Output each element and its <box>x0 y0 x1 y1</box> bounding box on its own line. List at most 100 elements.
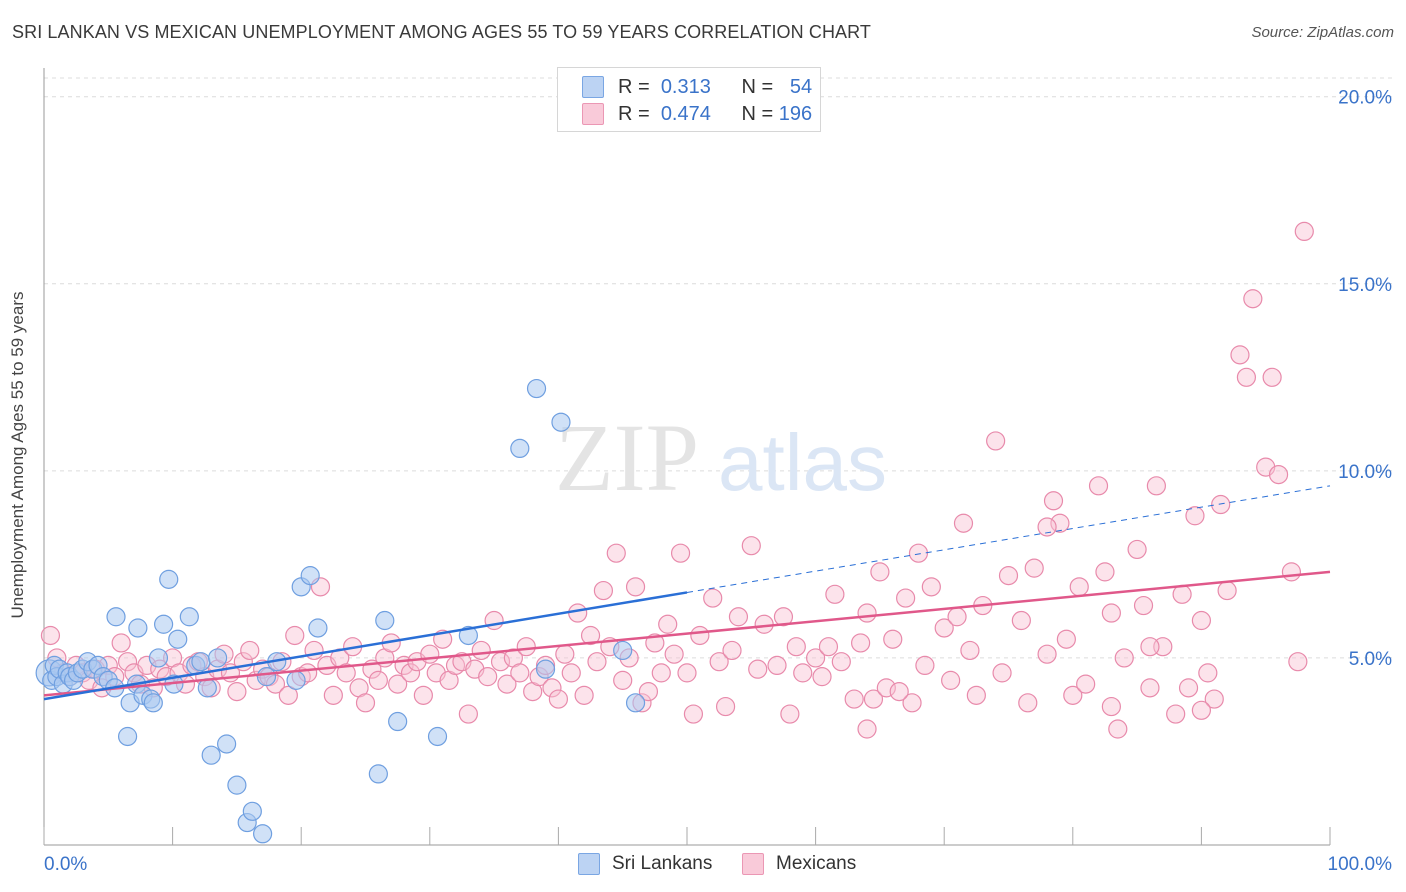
mexicans-point <box>767 655 787 676</box>
mexicans-point <box>638 681 659 702</box>
sri-lankans-point <box>375 610 395 631</box>
mexicans-point <box>478 667 498 687</box>
mexicans-point <box>857 719 877 739</box>
mexicans-point <box>748 659 768 679</box>
legend-row-mexicans: R = 0.474 N = 196 <box>582 101 812 127</box>
sri-lankans-point <box>300 566 320 586</box>
mexicans-swatch <box>742 853 764 875</box>
sri-lankans-point <box>128 618 148 638</box>
mexicans-point <box>1037 644 1057 664</box>
mexicans-point <box>1294 221 1314 241</box>
mexicans-point <box>1095 562 1115 582</box>
sri-lankans-point <box>458 625 478 646</box>
source-credit: Source: ZipAtlas.com <box>1251 24 1394 41</box>
bottom-legend-label: Mexicans <box>776 853 857 874</box>
mexicans-point <box>117 652 138 672</box>
mexicans-point <box>458 704 478 724</box>
mexicans-point <box>323 685 343 705</box>
grid-layer <box>44 77 1394 659</box>
mexicans-point <box>703 588 723 608</box>
mexicans-point <box>690 625 710 646</box>
mexicans-point <box>773 607 794 627</box>
mexicans-point <box>1178 678 1199 698</box>
mexicans-point <box>1050 513 1070 533</box>
mexicans-point <box>1211 494 1231 515</box>
mexicans-point <box>510 663 530 683</box>
mexicans-point <box>1172 584 1192 604</box>
mexicans-point <box>587 652 607 672</box>
y-tick-label: 10.0% <box>1338 462 1392 483</box>
mexicans-point <box>1230 345 1250 365</box>
mexicans-point <box>1024 558 1044 578</box>
mexicans-point <box>304 640 324 661</box>
mexicans-point <box>953 513 974 533</box>
sri-lankans-swatch <box>582 76 604 98</box>
chart-title: SRI LANKAN VS MEXICAN UNEMPLOYMENT AMONG… <box>12 22 872 42</box>
mexicans-point <box>651 663 671 683</box>
sri-lankans-point <box>148 648 169 668</box>
bottom-legend-sri-lankans: Sri Lankans <box>578 852 712 876</box>
mexicans-point <box>857 603 877 623</box>
mexicans-point <box>336 663 356 683</box>
mexicans-point <box>645 633 665 653</box>
sri-lankans-point <box>526 378 547 399</box>
mexicans-point <box>1288 652 1308 672</box>
y-tick-label: 5.0% <box>1349 649 1392 670</box>
mexicans-point <box>670 543 691 563</box>
mexicans-point <box>902 693 922 713</box>
sri-lankans-point <box>368 764 388 784</box>
mexicans-point <box>1268 464 1289 485</box>
mexicans-point <box>1140 678 1160 698</box>
mexicans-point <box>1140 637 1160 657</box>
legend-n-label: N = <box>741 102 774 125</box>
mexicans-point <box>966 685 986 705</box>
mexicans-point <box>471 640 491 661</box>
mexicans-point <box>921 577 941 597</box>
mexicans-point <box>851 633 871 653</box>
mexicans-point <box>593 580 614 601</box>
mexicans-point <box>715 696 736 717</box>
mexicans-point <box>863 689 884 709</box>
mexicans-point <box>484 610 504 631</box>
sri-lankans-point <box>535 659 556 679</box>
sri-lankans-point <box>510 438 530 459</box>
mexicans-point <box>896 588 916 608</box>
sri-lankans-point <box>253 824 273 844</box>
sri-lankans-point <box>551 412 571 432</box>
mexicans-point <box>889 681 909 702</box>
trend-lines <box>43 485 1331 701</box>
legend-r-label: R = <box>618 102 650 125</box>
mexicans-point <box>658 614 678 634</box>
mexicans-point <box>825 584 845 604</box>
mexicans-point <box>613 670 633 690</box>
legend-row-sri-lankans: R = 0.313 N = 54 <box>582 74 812 100</box>
mexicans-point <box>1166 704 1186 724</box>
mexicans-point <box>388 674 408 694</box>
mexicans-point <box>1011 610 1031 631</box>
sri-lankans-point <box>308 618 328 638</box>
mexicans-point <box>1133 595 1154 616</box>
mexicans-point <box>1243 289 1263 309</box>
mexicans-point <box>741 536 761 556</box>
sri-lankans-point <box>159 569 179 589</box>
mexicans-point <box>368 670 388 690</box>
sri-lankans-point <box>427 726 448 747</box>
sri-lankans-points <box>35 378 646 844</box>
legend-r-value: 0.313 <box>660 75 711 98</box>
y-tick-label: 20.0% <box>1338 88 1392 109</box>
mexicans-point <box>793 663 813 683</box>
mexicans-point <box>285 625 305 646</box>
sri-lankans-point <box>286 670 306 690</box>
mexicans-point <box>786 637 806 657</box>
sri-lankans-point <box>217 734 237 754</box>
mexicans-point <box>1114 648 1134 668</box>
mexicans-point <box>1204 689 1224 709</box>
mexicans-point <box>400 663 421 683</box>
sri-lankans-point <box>197 678 217 698</box>
sri-lankans-point <box>256 667 277 687</box>
watermark-zip: ZIP <box>555 404 699 511</box>
mexicans-point <box>568 603 588 623</box>
mexicans-point <box>728 607 749 627</box>
mexicans-point <box>947 607 967 627</box>
legend-r-value: 0.474 <box>660 102 711 125</box>
